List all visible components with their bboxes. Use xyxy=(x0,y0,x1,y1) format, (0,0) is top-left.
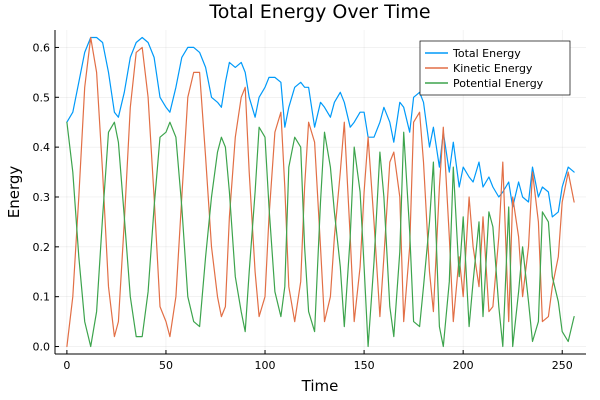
x-tick-label: 100 xyxy=(255,359,276,372)
y-tick-label: 0.1 xyxy=(33,291,51,304)
x-tick-label: 50 xyxy=(159,359,173,372)
y-tick-label: 0.0 xyxy=(33,341,51,354)
series-line-2 xyxy=(66,36,575,348)
legend-label-3: Potential Energy xyxy=(453,77,544,90)
legend-label-2: Kinetic Energy xyxy=(453,62,533,75)
x-axis-label: Time xyxy=(301,377,339,395)
x-tick-label: 0 xyxy=(63,359,70,372)
y-tick-label: 0.6 xyxy=(33,41,51,54)
legend: Total Energy Kinetic Energy Potential Ener… xyxy=(419,40,571,96)
x-axis-ticks: 0 50 100 150 200 250 xyxy=(63,350,573,372)
y-tick-label: 0.3 xyxy=(33,191,51,204)
chart-title: Total Energy Over Time xyxy=(208,1,430,23)
series-line-3 xyxy=(66,121,575,348)
y-tick-label: 0.2 xyxy=(33,241,51,254)
x-tick-label: 200 xyxy=(453,359,474,372)
x-tick-label: 150 xyxy=(354,359,375,372)
series-line-1 xyxy=(66,36,575,218)
y-axis-label: Energy xyxy=(5,166,23,219)
legend-label-1: Total Energy xyxy=(452,47,521,60)
series-lines xyxy=(66,36,575,348)
y-axis-ticks: 0.0 0.1 0.2 0.3 0.4 0.5 0.6 xyxy=(33,41,59,354)
x-tick-label: 250 xyxy=(552,359,573,372)
y-tick-label: 0.5 xyxy=(33,91,51,104)
y-tick-label: 0.4 xyxy=(33,141,51,154)
